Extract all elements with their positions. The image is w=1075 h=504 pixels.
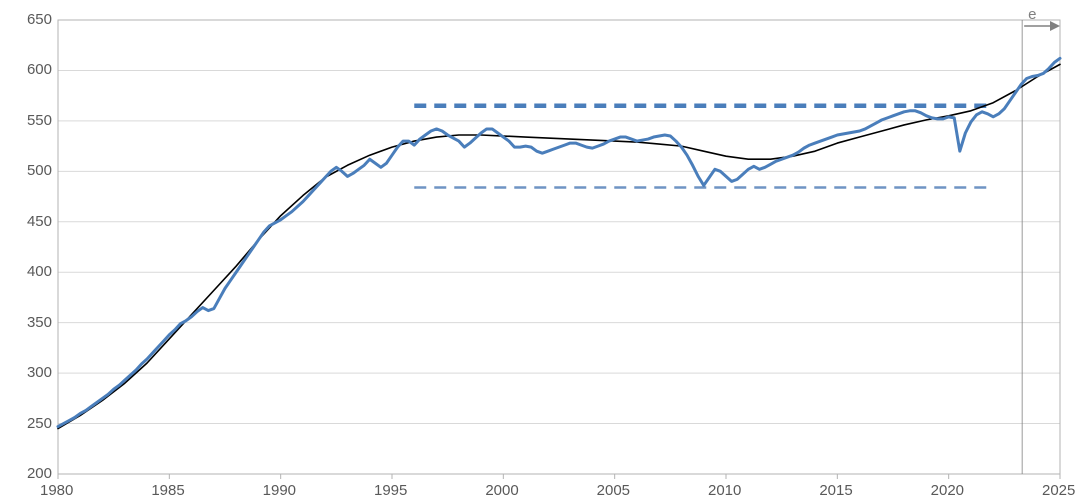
chart-container: 200 250 300 350 400 450 500 550 600 650 1980 1985 19… [0,0,1075,504]
x-axis-tick-label: 1985 [151,482,184,499]
x-axis-tick-label: 2005 [597,482,630,499]
y-axis-tick-label: 550 [4,112,52,129]
y-axis-tick-label: 350 [4,314,52,331]
y-axis-tick-label: 650 [4,11,52,28]
y-axis-tick-label: 300 [4,364,52,381]
x-axis-tick-label: 1990 [263,482,296,499]
extrapolation-label: e [1028,6,1036,23]
x-axis-tick-label: 2025 [1042,482,1075,499]
y-axis-tick-label: 450 [4,213,52,230]
x-axis-tick-label: 1980 [40,482,73,499]
x-axis-tick-label: 2000 [485,482,518,499]
y-axis-tick-label: 250 [4,415,52,432]
x-axis-tick-label: 2015 [819,482,852,499]
y-axis-tick-label: 400 [4,263,52,280]
x-axis-tick-label: 2010 [708,482,741,499]
y-axis-tick-label: 600 [4,61,52,78]
x-axis-tick-label: 1995 [374,482,407,499]
y-axis-tick-label: 500 [4,162,52,179]
chart-plot-area [0,0,1075,504]
y-axis-tick-label: 200 [4,465,52,482]
x-axis-tick-label: 2020 [931,482,964,499]
